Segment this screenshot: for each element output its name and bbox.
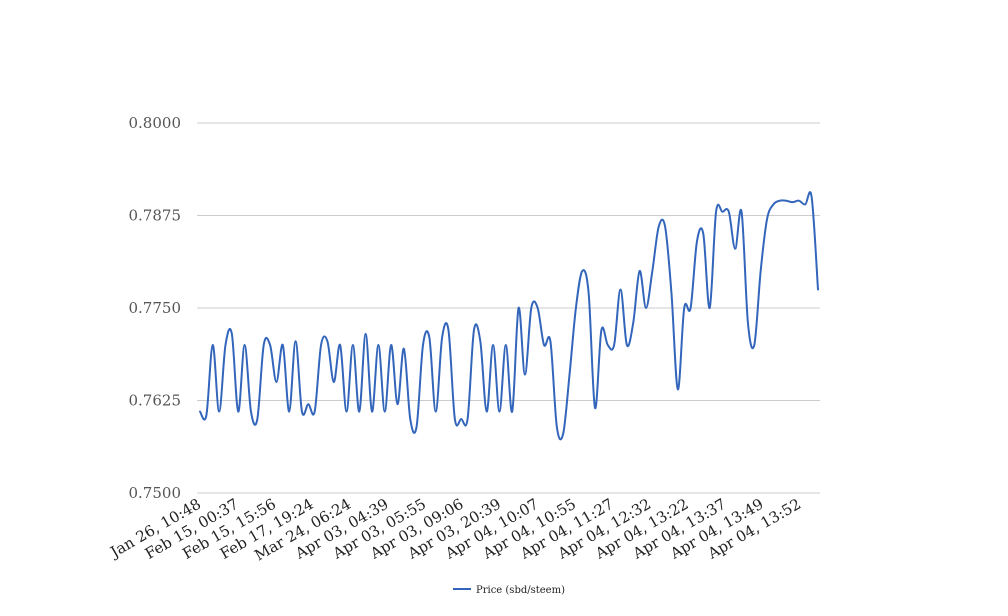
y-axis-ticks: 0.7500 0.7625 0.7750 0.7875 0.8000 bbox=[129, 114, 182, 502]
y-tick-label: 0.7750 bbox=[129, 299, 182, 317]
y-tick-label: 0.8000 bbox=[129, 114, 182, 132]
series-layer bbox=[199, 191, 819, 441]
y-tick-label: 0.7500 bbox=[129, 484, 182, 502]
y-tick-label: 0.7875 bbox=[129, 207, 182, 225]
series-line-price bbox=[199, 191, 819, 441]
grid-lines bbox=[197, 122, 820, 494]
legend: Price (sbd/steem) bbox=[453, 585, 565, 596]
y-tick-label: 0.7625 bbox=[129, 392, 182, 410]
legend-label: Price (sbd/steem) bbox=[476, 585, 565, 596]
